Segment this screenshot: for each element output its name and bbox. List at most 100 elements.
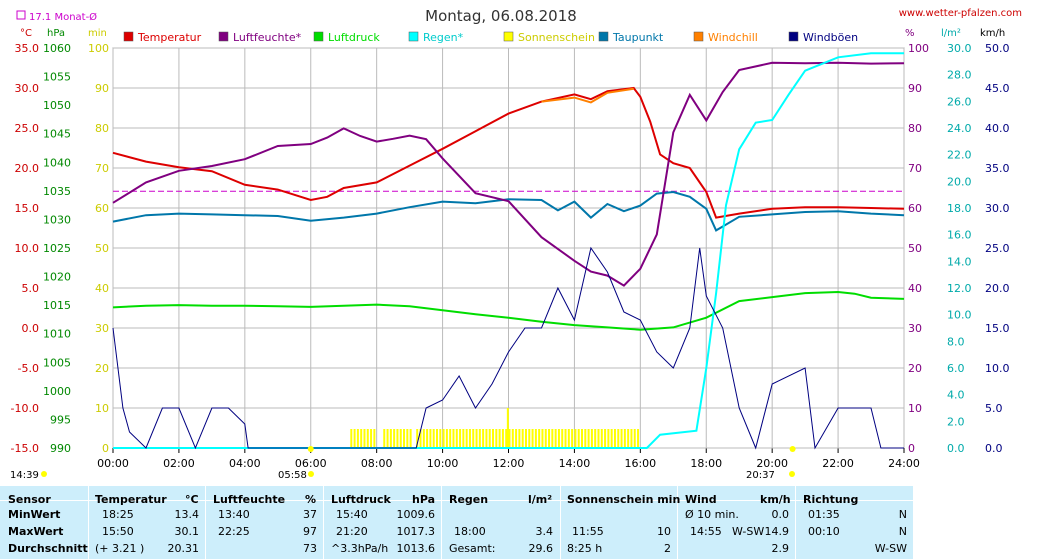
humidity-tick-label: 0 (908, 442, 915, 455)
sunshine-avg-value: 2 (664, 542, 671, 555)
sunshine-bar (571, 429, 574, 448)
x-tick-label: 16:00 (624, 457, 656, 470)
moonrise-icon (41, 471, 47, 477)
rain-tick-label: 4.0 (947, 389, 965, 402)
pressure-tick-label: 1045 (43, 128, 71, 141)
website-label: www.wetter-pfalzen.com (899, 8, 1022, 19)
sunshine-bar (515, 429, 518, 448)
sunshine-bar (505, 429, 508, 448)
x-tick-label: 18:00 (690, 457, 722, 470)
col-header-temp: Temperatur (95, 493, 167, 506)
sunshine-bar (455, 429, 458, 448)
rain-tick-label: 16.0 (947, 229, 972, 242)
col-header-pressure: Luftdruck (331, 493, 391, 506)
sunshine-bar (426, 429, 429, 448)
temp-tick-label: 35.0 (15, 42, 40, 55)
sunshine-bar (403, 429, 406, 448)
sunshine-bar (449, 429, 452, 448)
rain-tick-label: 18.0 (947, 202, 972, 215)
temp-tick-label: -10.0 (11, 402, 39, 415)
temp-avg-trend: (+ 3.21 ) (95, 542, 145, 555)
legend-swatch (408, 31, 419, 42)
sunshine-bar (409, 429, 412, 448)
series-line (113, 52, 904, 449)
col-header-direction: Richtung (803, 493, 859, 506)
sunshine-bar (617, 429, 620, 448)
col-header-sensor: Sensor (8, 493, 51, 506)
sunshine-bar (366, 429, 369, 448)
table-divider (795, 486, 796, 559)
row-label-min: MinWert (8, 508, 61, 521)
pressure-tick-label: 1030 (43, 213, 71, 226)
sunshine-bar (416, 429, 419, 448)
sunshine-bar (468, 429, 471, 448)
pressure-tick-label: 1010 (43, 328, 71, 341)
x-tick-label: 10:00 (427, 457, 459, 470)
humidity-tick-label: 30 (908, 322, 922, 335)
wind-tick-label: 50.0 (985, 42, 1010, 55)
rain-total-label: Gesamt: (449, 542, 496, 555)
wind-max-value: 14.9 (764, 525, 790, 538)
sunshine-bar (472, 429, 475, 448)
humidity-max-value: 97 (303, 525, 317, 538)
wind-avg10-value: 0.0 (771, 508, 790, 521)
rain-max-time: 18:00 (454, 525, 486, 538)
humidity-tick-label: 20 (908, 362, 922, 375)
sunshine-bar (462, 429, 465, 448)
col-unit-rain: l/m² (528, 493, 553, 506)
sun-tick-label: 10 (95, 402, 109, 415)
x-tick-label: 08:00 (361, 457, 393, 470)
sun-tick-label: 60 (95, 202, 109, 215)
humidity-min-time: 13:40 (218, 508, 250, 521)
sunshine-bar (554, 429, 557, 448)
legend-label: Taupunkt (612, 31, 664, 44)
sunshine-bar (485, 429, 488, 448)
sunshine-bar (383, 429, 386, 448)
sunshine-bar (567, 429, 570, 448)
sunshine-bar (610, 429, 613, 448)
rain-tick-label: 0.0 (947, 442, 965, 455)
rain-tick-label: 2.0 (947, 415, 965, 428)
sunshine-bar (393, 429, 396, 448)
wind-tick-label: 35.0 (985, 162, 1010, 175)
legend-swatch (693, 31, 704, 42)
sunshine-bar (607, 429, 610, 448)
temp-tick-label: 5.0 (22, 282, 40, 295)
x-tick-label: 04:00 (229, 457, 261, 470)
series-line (112, 246, 904, 450)
sunshine-bar (389, 429, 392, 448)
x-tick-label: 24:00 (888, 457, 920, 470)
humidity-min-value: 37 (303, 508, 317, 521)
wind-max-time: 14:55 (690, 525, 722, 538)
sunshine-total: 8:25 h (567, 542, 603, 555)
sunshine-bar (531, 429, 534, 448)
sunshine-bar (478, 429, 481, 448)
sunshine-bar (524, 429, 527, 448)
legend-label: Sonnenschein (518, 31, 595, 44)
moonrise-label: 14:39 (10, 470, 39, 481)
humidity-tick-label: 10 (908, 402, 922, 415)
wind-tick-label: 5.0 (985, 402, 1003, 415)
sunshine-bar (597, 429, 600, 448)
temp-tick-label: 25.0 (15, 122, 40, 135)
wind-avg-value: 2.9 (771, 542, 790, 555)
sunshine-bar (511, 429, 514, 448)
sunset-label: 20:37 (746, 470, 775, 481)
x-tick-label: 12:00 (493, 457, 525, 470)
sunshine-bar (557, 429, 560, 448)
sunshine-bar (452, 429, 455, 448)
sunshine-bar (594, 429, 597, 448)
pressure-max-time: 21:20 (336, 525, 368, 538)
series-line (112, 190, 905, 232)
sun-tick-label: 50 (95, 242, 109, 255)
col-unit-pressure: hPa (412, 493, 436, 506)
pressure-tick-label: 1000 (43, 385, 71, 398)
table-divider (88, 486, 89, 559)
sunshine-bar (350, 429, 353, 448)
rain-tick-label: 20.0 (947, 175, 972, 188)
legend-label: Regen* (423, 31, 464, 44)
legend-label: Luftdruck (328, 31, 380, 44)
wind-tick-label: 30.0 (985, 202, 1010, 215)
rain-tick-label: 8.0 (947, 335, 965, 348)
wind-tick-label: 10.0 (985, 362, 1010, 375)
